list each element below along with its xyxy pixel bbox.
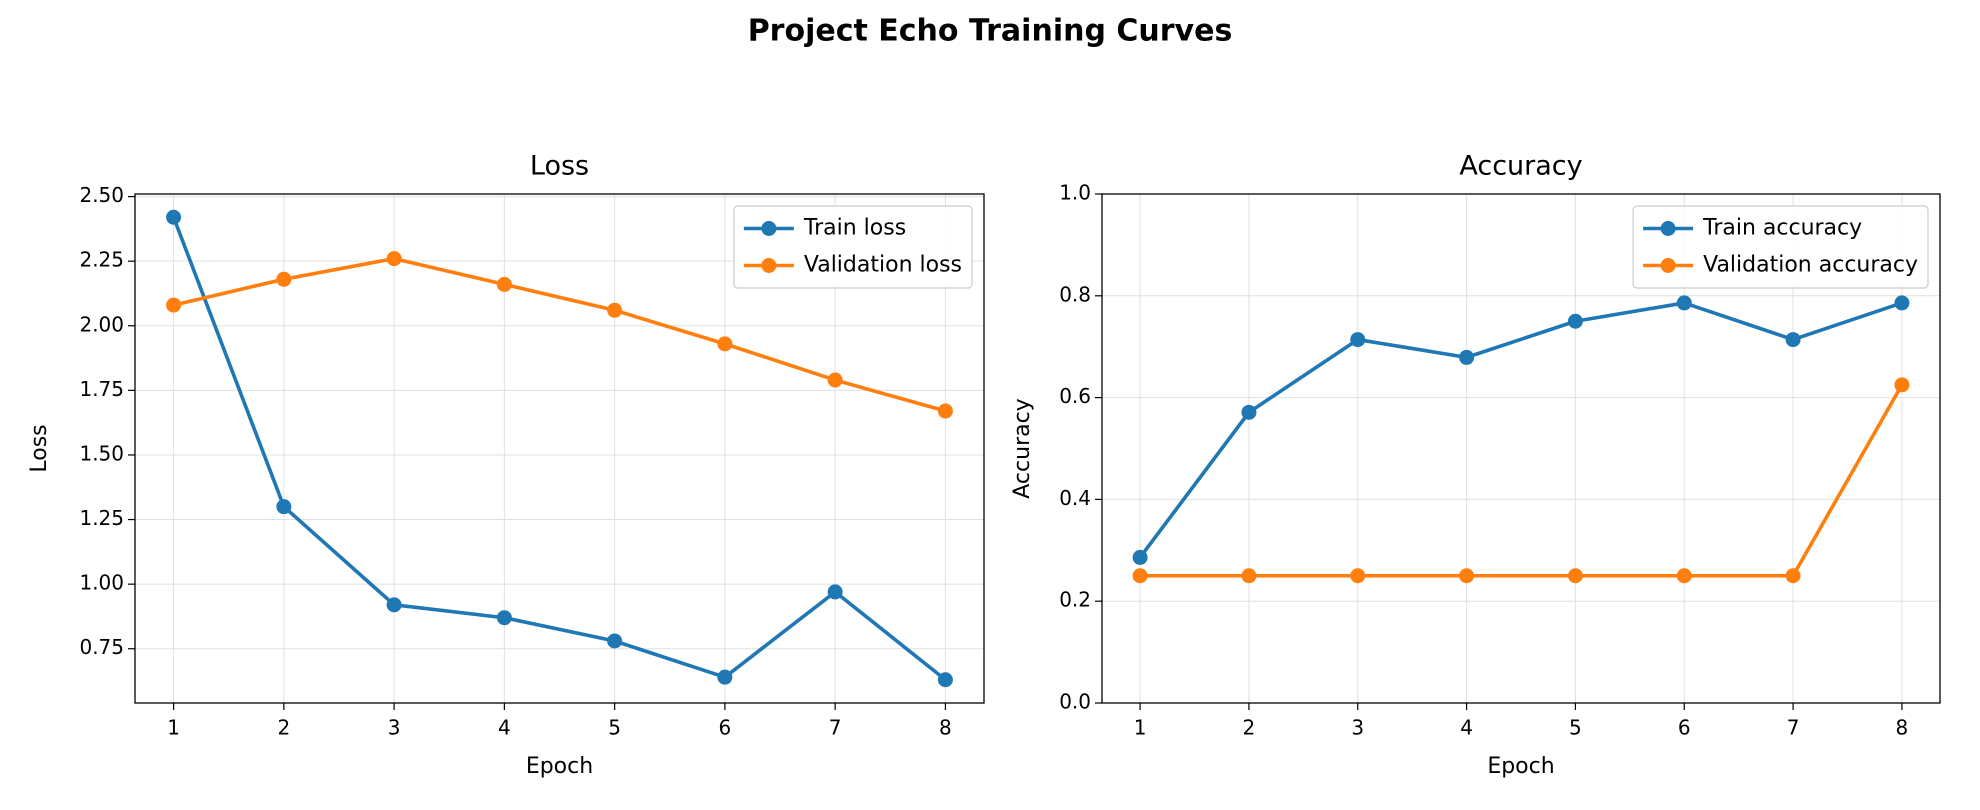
point	[1241, 568, 1257, 584]
axes-frame	[134, 193, 985, 704]
figure-title: Project Echo Training Curves	[748, 14, 1233, 49]
point	[166, 209, 182, 225]
legend-frame	[1632, 205, 1929, 289]
point	[386, 251, 402, 267]
y-tick-label: 0.2	[1059, 588, 1091, 612]
point	[1785, 568, 1801, 584]
point	[386, 597, 402, 613]
legend-label: Validation accuracy	[1703, 253, 1918, 278]
point	[1894, 377, 1910, 393]
legend-label: Train loss	[803, 216, 906, 241]
point	[1676, 568, 1692, 584]
point	[1350, 332, 1366, 348]
point	[1567, 313, 1583, 329]
series-line	[171, 216, 947, 682]
y-tick-label: 2.00	[79, 312, 124, 336]
point	[496, 276, 512, 292]
y-tick-label: 1.00	[79, 571, 124, 595]
x-tick-label: 1	[167, 716, 180, 740]
x-tick-label: 3	[1351, 716, 1364, 740]
point	[1785, 332, 1801, 348]
x-tick-label: 5	[608, 716, 621, 740]
y-tick-label: 0.6	[1059, 384, 1091, 408]
x-tick-label: 2	[1243, 716, 1256, 740]
y-axis-label: Loss	[27, 424, 52, 472]
x-tick-label: 4	[1460, 716, 1473, 740]
series-line	[1138, 301, 1903, 559]
point	[1567, 568, 1583, 584]
axes-title: Accuracy	[1459, 151, 1582, 182]
y-tick-label: 0.0	[1059, 690, 1091, 714]
x-tick-label: 6	[719, 716, 732, 740]
legend-label: Train accuracy	[1702, 216, 1862, 241]
axes-title: Loss	[530, 151, 589, 182]
legend-marker	[1660, 221, 1676, 236]
point	[1894, 295, 1910, 311]
legend-frame	[733, 205, 973, 289]
x-tick-label: 7	[1787, 716, 1800, 740]
legend-marker	[761, 258, 777, 273]
y-tick-label: 0.8	[1059, 282, 1091, 306]
x-axis-label: Epoch	[1487, 754, 1554, 779]
point	[166, 297, 182, 313]
series-line	[173, 256, 946, 413]
legend-marker	[761, 221, 777, 236]
y-tick-label: 2.50	[79, 183, 124, 207]
x-tick-label: 3	[388, 716, 401, 740]
point	[607, 302, 623, 318]
point	[496, 610, 512, 626]
y-tick-label: 1.25	[79, 506, 124, 530]
point	[827, 372, 843, 388]
point	[1241, 404, 1257, 420]
y-axis-label: Accuracy	[1010, 398, 1035, 498]
axes-frame	[1101, 193, 1941, 704]
y-tick-label: 2.25	[79, 248, 124, 272]
x-tick-label: 8	[1896, 716, 1909, 740]
y-tick-label: 0.75	[79, 635, 124, 659]
y-tick-label: 1.75	[79, 377, 124, 401]
y-tick-label: 1.0	[1059, 181, 1091, 205]
point	[717, 336, 733, 352]
point	[276, 499, 292, 515]
legend-label: Validation loss	[804, 253, 962, 278]
point	[1676, 295, 1692, 311]
point	[1132, 568, 1148, 584]
point	[937, 672, 953, 688]
point	[1132, 549, 1148, 565]
x-tick-label: 7	[829, 716, 842, 740]
point	[937, 403, 953, 419]
legend-marker	[1660, 258, 1676, 273]
point	[827, 584, 843, 600]
x-tick-label: 6	[1678, 716, 1691, 740]
point	[717, 669, 733, 685]
x-tick-label: 8	[939, 716, 952, 740]
x-axis-label: Epoch	[526, 754, 593, 779]
point	[1459, 568, 1475, 584]
x-tick-label: 4	[498, 716, 511, 740]
point	[1350, 568, 1366, 584]
y-tick-label: 1.50	[79, 441, 124, 465]
point	[276, 271, 292, 287]
x-tick-label: 2	[277, 716, 290, 740]
x-tick-label: 1	[1134, 716, 1147, 740]
series-line	[1140, 383, 1904, 578]
x-tick-label: 5	[1569, 716, 1582, 740]
point	[1459, 349, 1475, 365]
point	[607, 633, 623, 649]
y-tick-label: 0.4	[1059, 486, 1091, 510]
